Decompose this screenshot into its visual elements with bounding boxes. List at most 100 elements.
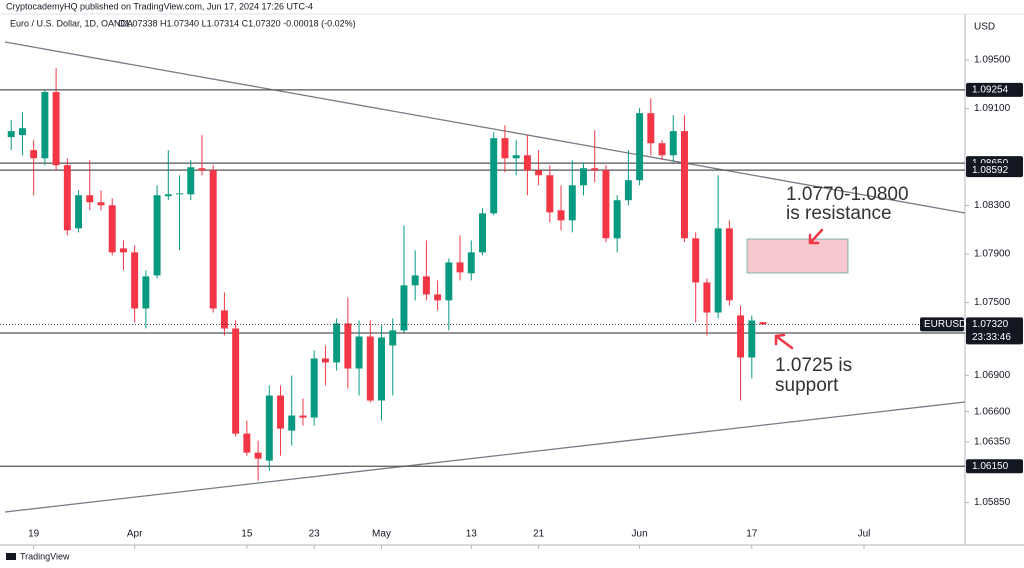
candle-body (333, 323, 341, 363)
candle-body (254, 452, 262, 459)
candle-body (187, 167, 195, 195)
countdown: 23:33:46 (972, 332, 1011, 343)
level-label: 1.06150 (972, 461, 1009, 472)
candle-body (299, 415, 307, 418)
level-label: 1.09254 (972, 85, 1009, 96)
level-tag (966, 82, 1023, 97)
y-tick-label: 1.08300 (974, 200, 1011, 211)
candle-body (624, 180, 632, 201)
x-tick-label: Apr (127, 529, 143, 540)
publisher: CryptocademyHQ published on TradingView.… (6, 1, 313, 11)
candle-body (176, 193, 184, 195)
candle-body (389, 330, 397, 346)
ohlc-text: O1.07338 H1.07340 L1.07314 C1.07320 -0.0… (118, 18, 356, 28)
candle-body (647, 113, 655, 144)
candle-body (164, 194, 172, 197)
candle-body (400, 285, 408, 331)
candle-body (759, 322, 767, 325)
candle-body (30, 150, 38, 159)
candle-body (456, 262, 464, 273)
currency: USD (974, 22, 995, 33)
y-tick-label: 1.09500 (974, 55, 1011, 66)
candle-body (52, 92, 60, 166)
x-tick-label: 19 (28, 529, 40, 540)
candle-body (131, 252, 139, 309)
candle-body (692, 238, 700, 283)
candle-body (680, 131, 688, 239)
candle-body (153, 195, 161, 276)
annotation: support (775, 375, 839, 396)
annotation: 1.0725 is (775, 355, 852, 376)
candle-body (737, 315, 745, 358)
annotation: 1.0770-1.0800 (786, 184, 909, 205)
candle-body (63, 165, 71, 231)
candle-body (523, 155, 531, 171)
y-tick-label: 1.06600 (974, 406, 1011, 417)
symbol-tag (920, 317, 964, 332)
candle-body (748, 320, 756, 358)
candle-body (411, 275, 419, 286)
candle-body (591, 168, 599, 171)
candle-body (344, 323, 352, 369)
x-tick-label: May (372, 529, 391, 540)
y-tick-label: 1.06900 (974, 370, 1011, 381)
y-tick-label: 1.09100 (974, 103, 1011, 114)
candle-body (512, 155, 520, 159)
candle-body (422, 276, 430, 295)
level-tag (966, 459, 1023, 474)
candle-body (220, 310, 228, 329)
y-tick-label: 1.07500 (974, 297, 1011, 308)
candle-body (714, 228, 722, 313)
annotation: is resistance (786, 203, 892, 224)
candle-body (636, 113, 644, 181)
x-tick-label: 21 (533, 529, 545, 540)
y-tick-label: 1.06350 (974, 437, 1011, 448)
level-tag (966, 163, 1023, 178)
candle-body (41, 92, 49, 159)
candle-body (568, 185, 576, 221)
candle-body (669, 131, 677, 156)
brand: TradingView (20, 551, 70, 561)
arrow (774, 228, 824, 350)
candle-body (232, 328, 240, 434)
candle-body (209, 170, 217, 309)
trend-line (4, 401, 966, 513)
candle-body (557, 210, 565, 221)
candle-body (613, 200, 621, 239)
candle-body (288, 415, 296, 431)
candle-body (703, 282, 711, 313)
candle-body (243, 433, 251, 453)
candle-body (18, 128, 26, 136)
trend-line (4, 41, 966, 214)
candle-body (366, 336, 374, 401)
x-tick-label: 13 (466, 529, 478, 540)
y-tick-label: 1.07900 (974, 249, 1011, 260)
last-price-label: 1.07320 (972, 319, 1009, 330)
candle-body (501, 138, 509, 159)
candle-body (546, 175, 554, 213)
candle-body (535, 170, 543, 176)
x-tick-label: Jun (632, 529, 648, 540)
x-tick-label: Jul (858, 529, 871, 540)
candle-body (119, 248, 127, 253)
candle-body (142, 276, 150, 309)
candle-body (725, 228, 733, 301)
symbol-label: EURUSD (924, 319, 966, 330)
level-label: 1.08592 (972, 165, 1009, 176)
candle-body (355, 336, 363, 369)
brand-logo (6, 553, 16, 560)
candle-body (490, 138, 498, 214)
last-price-tag (966, 317, 1023, 345)
candle-body (467, 252, 475, 274)
candle-body (602, 170, 610, 239)
candle-body (434, 294, 442, 301)
candle-body (97, 202, 105, 206)
candle-body (265, 395, 273, 461)
candle-body (108, 205, 116, 253)
x-tick-label: 23 (309, 529, 321, 540)
candle-body (378, 337, 385, 401)
candle-body (277, 395, 285, 429)
x-tick-label: 15 (241, 529, 253, 540)
